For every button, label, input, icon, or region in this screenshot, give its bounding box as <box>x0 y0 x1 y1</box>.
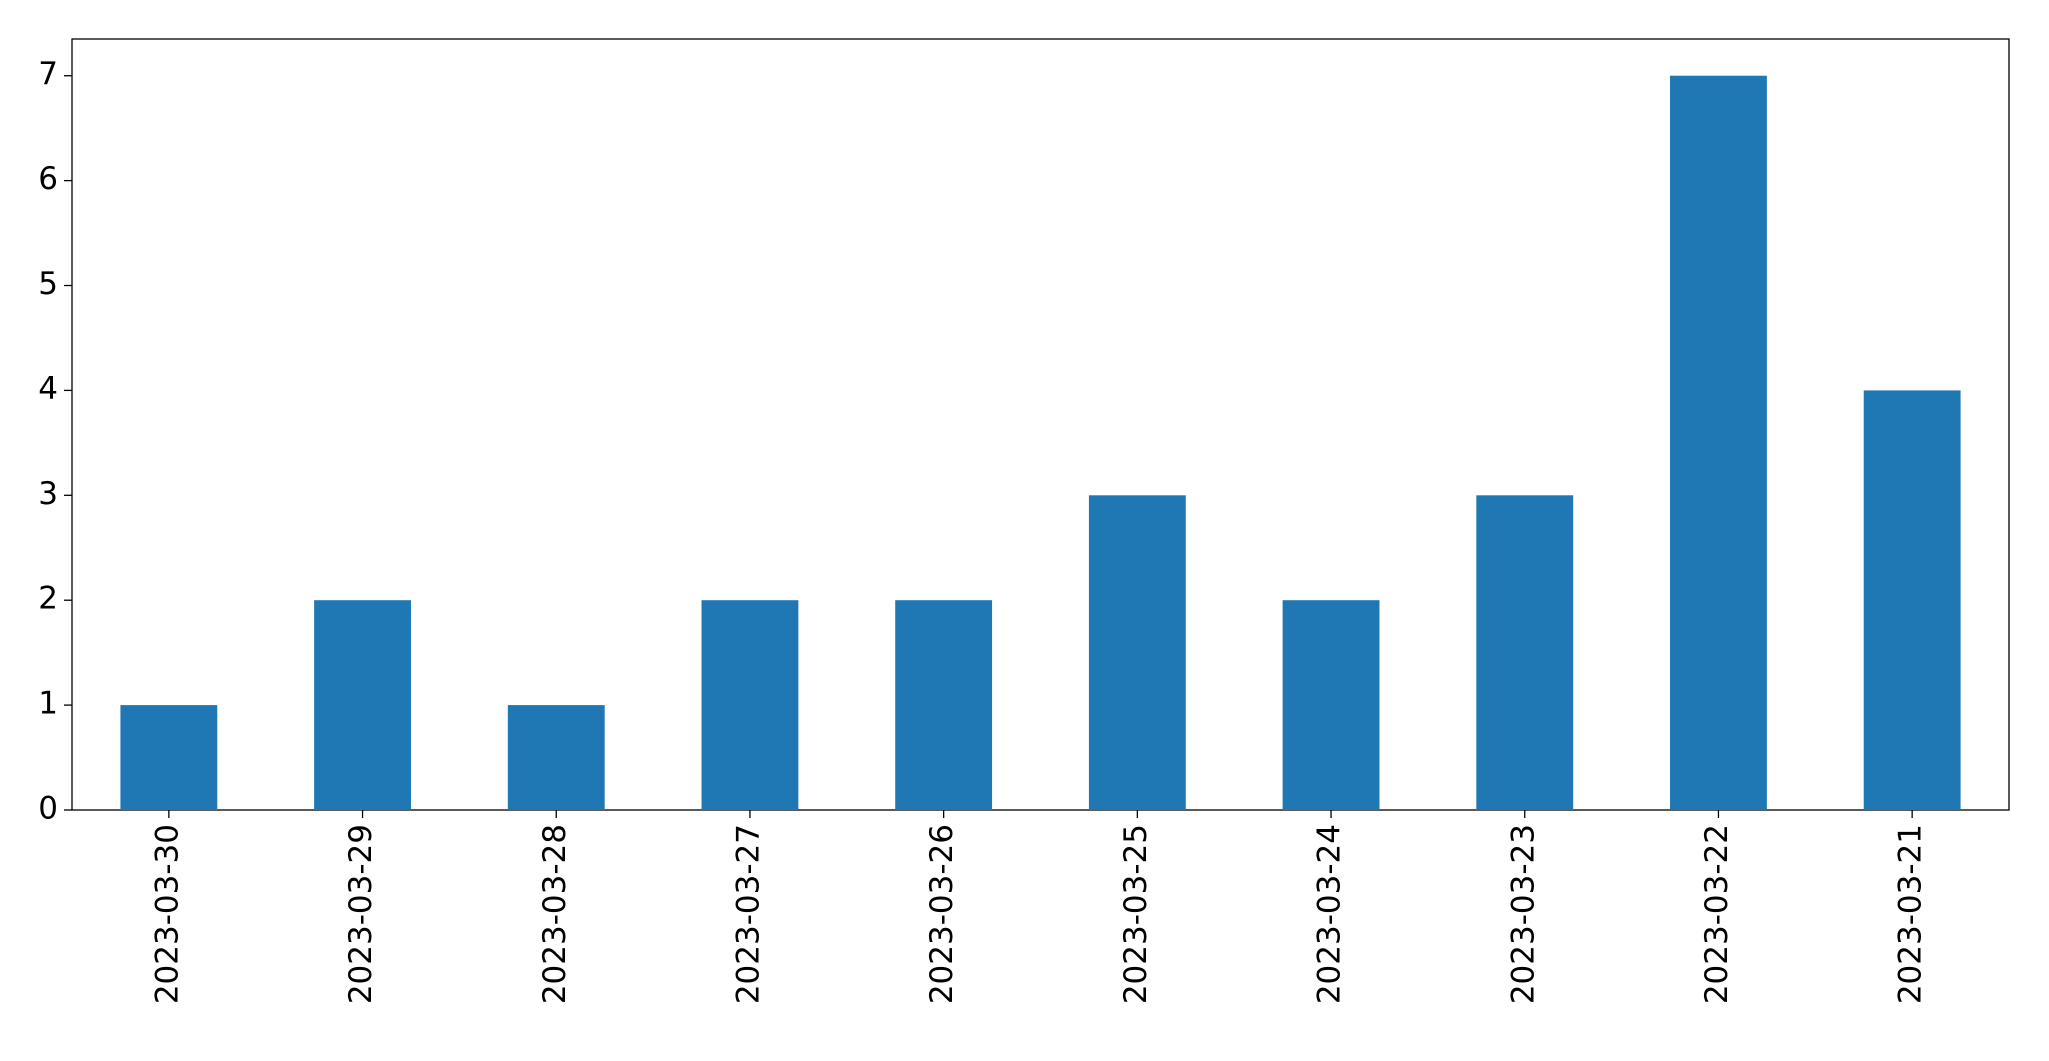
x-tick-label: 2023-03-21 <box>1893 824 1929 1004</box>
bar <box>1088 495 1186 810</box>
bar <box>507 705 605 810</box>
bar <box>1863 390 1961 810</box>
y-tick-label: 4 <box>38 371 58 407</box>
y-tick-label: 3 <box>38 476 58 512</box>
x-tick-label: 2023-03-29 <box>343 824 379 1004</box>
y-tick-label: 5 <box>38 266 58 302</box>
bar <box>1476 495 1574 810</box>
bar <box>120 705 218 810</box>
x-tick-label: 2023-03-27 <box>730 824 766 1004</box>
y-tick-label: 1 <box>38 686 58 722</box>
x-tick-label: 2023-03-26 <box>924 824 960 1004</box>
y-tick-label: 2 <box>38 581 58 617</box>
bar <box>1282 600 1380 810</box>
bar <box>701 600 799 810</box>
x-tick-label: 2023-03-25 <box>1118 824 1154 1004</box>
x-tick-label: 2023-03-22 <box>1699 824 1735 1004</box>
y-tick-label: 0 <box>38 791 58 827</box>
y-tick-label: 7 <box>38 56 58 92</box>
x-tick-label: 2023-03-30 <box>149 824 185 1004</box>
plot-frame <box>71 38 2010 811</box>
y-tick-label: 6 <box>38 161 58 197</box>
x-tick-label: 2023-03-28 <box>537 824 573 1004</box>
bar <box>895 600 993 810</box>
x-tick-label: 2023-03-23 <box>1505 824 1541 1004</box>
bar <box>1670 75 1767 810</box>
bar <box>314 600 411 810</box>
x-tick-label: 2023-03-24 <box>1312 824 1348 1004</box>
